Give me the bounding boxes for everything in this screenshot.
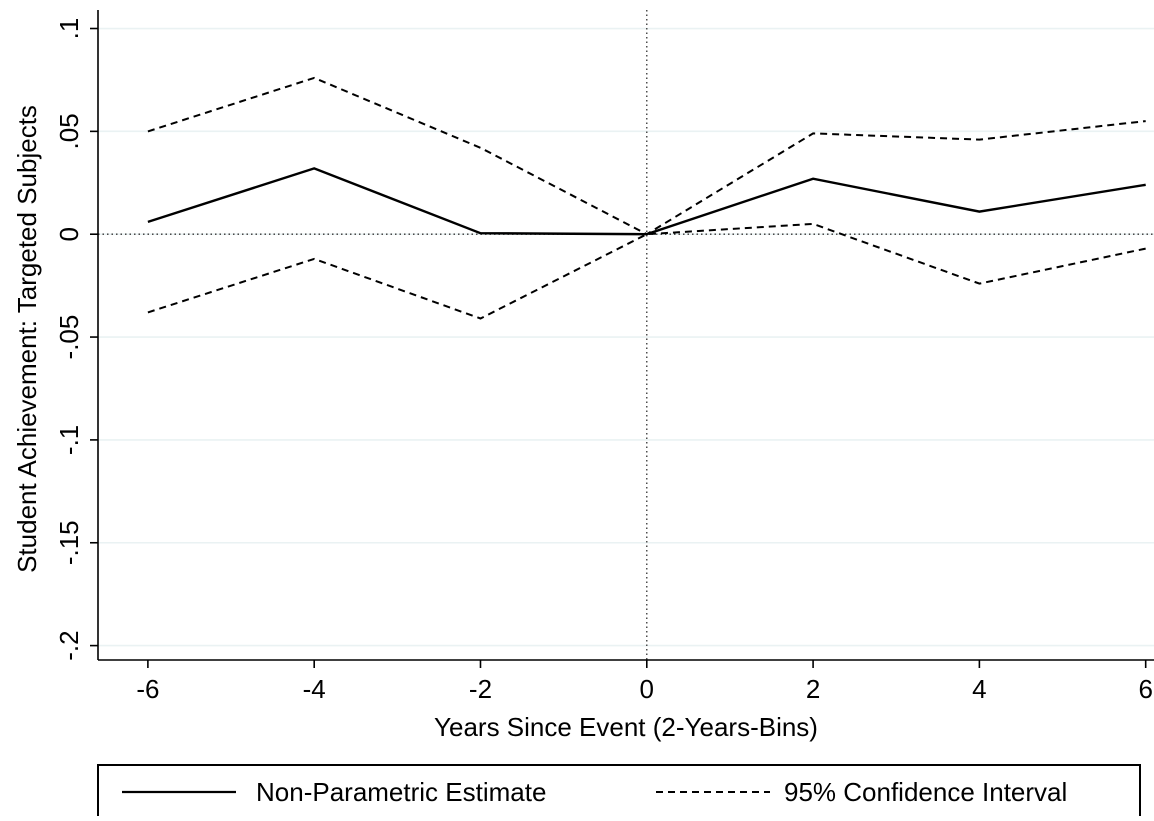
y-tick-label: -.15 [54, 520, 84, 565]
x-tick-label: 6 [1138, 674, 1152, 704]
x-axis-title: Years Since Event (2-Years-Bins) [434, 712, 818, 742]
y-axis-title: Student Achievement: Targeted Subjects [12, 105, 42, 573]
x-tick-label: -2 [469, 674, 492, 704]
y-tick-label: -.1 [54, 425, 84, 455]
x-tick-label: 4 [972, 674, 986, 704]
reference-lines [98, 10, 1154, 660]
legend: Non-Parametric Estimate 95% Confidence I… [97, 764, 1141, 819]
legend-label-ci: 95% Confidence Interval [784, 777, 1067, 807]
x-tick-label: 0 [640, 674, 654, 704]
x-tick-label: -4 [303, 674, 326, 704]
y-tick-label: -.05 [54, 315, 84, 360]
series-line-estimate [147, 167, 1146, 236]
legend-label-estimate: Non-Parametric Estimate [256, 777, 546, 807]
y-tick-label: .05 [54, 113, 84, 149]
series-line-ci-lower [147, 222, 1146, 320]
series-layer [147, 76, 1146, 320]
grid-layer [98, 27, 1154, 647]
x-tick-label: -6 [136, 674, 159, 704]
x-tick-label: 2 [806, 674, 820, 704]
y-tick-label: 0 [54, 227, 84, 241]
y-tick-label: -.2 [54, 630, 84, 660]
legend-box [97, 764, 1141, 819]
axes: -.2 -.15 -.1 -.05 0 .05 .1 -6 -4 -2 0 2 4 6 [54, 10, 1154, 704]
y-tick-label: .1 [54, 18, 84, 40]
series-line-ci-upper [147, 76, 1146, 236]
